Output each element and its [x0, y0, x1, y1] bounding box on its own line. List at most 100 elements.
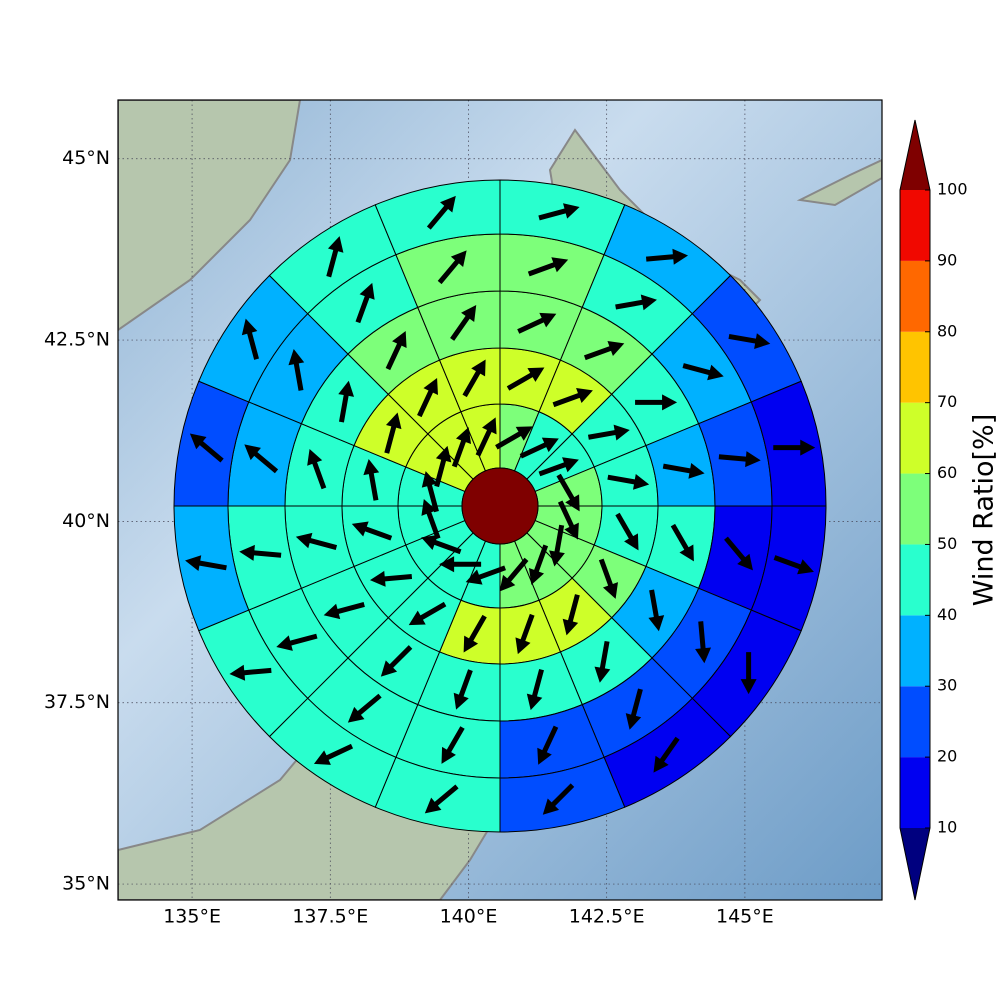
colorbar-segment [900, 757, 930, 828]
x-tick-label: 137.5°E [292, 906, 368, 928]
wind-arrow [557, 500, 579, 540]
wind-arrow [499, 557, 529, 592]
colorbar-segment [900, 331, 930, 403]
wind-arrow [615, 512, 639, 551]
wind-arrow [417, 377, 438, 418]
colorbar-segment [900, 402, 930, 474]
wind-arrow [594, 640, 611, 683]
wind-arrow [408, 601, 447, 626]
wind-arrow [229, 664, 272, 681]
colorbar: 10 20 30 40 50 60 70 80 90 100 [899, 119, 968, 901]
wind-arrow [519, 437, 559, 459]
wind-arrow [323, 602, 365, 620]
wind-arrow [363, 458, 380, 501]
wind-arrow [244, 444, 279, 474]
wind-arrow [421, 498, 441, 540]
colorbar-segment [900, 260, 930, 332]
wind-arrow [338, 380, 355, 423]
colorbar-extend-under [900, 828, 930, 900]
wind-arrow [495, 426, 533, 450]
wind-arrow [517, 312, 557, 334]
wind-arrow [718, 451, 761, 468]
wind-arrow [441, 726, 465, 764]
colorbar-tick-label: 80 [937, 321, 957, 340]
wind-arrow [475, 417, 497, 457]
wind-arrow [527, 257, 569, 277]
wind-arrow [773, 555, 814, 575]
colorbar-label: Wind Ratio[%] [969, 414, 1000, 606]
wind-arrow [537, 725, 559, 765]
wind-arrow [538, 457, 579, 477]
wind-arrow [421, 471, 439, 513]
wind-arrow [241, 318, 259, 360]
wind-arrow [695, 621, 712, 664]
wind-arrow [526, 668, 544, 711]
wind-arrow [276, 633, 318, 651]
wind-arrow [451, 427, 472, 468]
wind-arrow [556, 473, 580, 512]
wind-arrow [437, 250, 467, 285]
wind-arrow [542, 783, 575, 815]
wind-arrow [528, 544, 549, 585]
colorbar-tick-label: 30 [937, 676, 957, 695]
colorbar-tick-label: 60 [937, 463, 957, 482]
wind-arrow [434, 445, 452, 488]
wind-arrow [288, 349, 305, 391]
wind-arrow [598, 558, 619, 599]
wind-arrow [355, 282, 375, 324]
wind-arrow [728, 333, 771, 349]
colorbar-segment [900, 544, 930, 616]
wind-arrow [773, 439, 816, 456]
wind-arrow [424, 784, 459, 814]
wind-arrow [653, 736, 680, 773]
wind-arrow [625, 688, 643, 730]
colorbar-tick-label: 20 [937, 747, 957, 766]
colorbar-tick-label: 70 [937, 392, 957, 411]
wind-arrow [307, 448, 327, 490]
wind-arrow [615, 294, 657, 311]
wind-arrow [682, 363, 724, 381]
wind-arrow [538, 203, 580, 221]
colorbar-tick-label: 50 [937, 534, 957, 553]
wind-arrow [515, 613, 535, 655]
wind-arrow [453, 669, 473, 710]
y-tick-label: 42.5°N [44, 329, 110, 351]
wind-arrow [450, 305, 477, 341]
wind-arrow [462, 359, 486, 398]
wind-arrow [645, 248, 689, 265]
wind-arrow [239, 544, 282, 561]
x-tick-label: 140°E [440, 906, 498, 928]
wind-arrow [552, 387, 593, 408]
colorbar-segment [900, 686, 930, 758]
colorbar-tick-label: 40 [937, 605, 957, 624]
wind-arrow [506, 367, 545, 391]
wind-arrow [635, 394, 678, 411]
wind-arrow [549, 524, 565, 567]
x-tick-label: 135°E [163, 906, 221, 928]
wind-arrow [326, 236, 344, 278]
x-tick-label: 142.5°E [569, 906, 645, 928]
colorbar-segment [900, 615, 930, 687]
wind-arrow [670, 523, 694, 562]
wind-arrow [740, 652, 757, 695]
wind-arrow [384, 412, 402, 454]
colorbar-tick-label: 10 [937, 818, 957, 837]
y-tick-label: 45°N [62, 147, 110, 169]
wind-arrow [465, 565, 506, 585]
wind-arrow [463, 614, 487, 653]
colorbar-segment [900, 190, 930, 261]
y-tick-label: 40°N [62, 510, 110, 532]
wind-arrow [662, 462, 705, 479]
wind-arrow [421, 534, 462, 555]
center-disk [461, 467, 539, 545]
wind-arrow [185, 555, 227, 571]
wind-arrow [562, 594, 580, 636]
y-tick-label: 35°N [62, 873, 110, 895]
polar-cells [173, 179, 827, 833]
wind-arrow [607, 473, 650, 490]
wind-arrow [351, 521, 393, 541]
plot-frame [117, 99, 883, 901]
colorbar-extend-over [900, 120, 930, 190]
axis-ticks: 135°E 137.5°E 140°E 142.5°E 145°E 35°N 37.5°N 4… [44, 147, 774, 927]
